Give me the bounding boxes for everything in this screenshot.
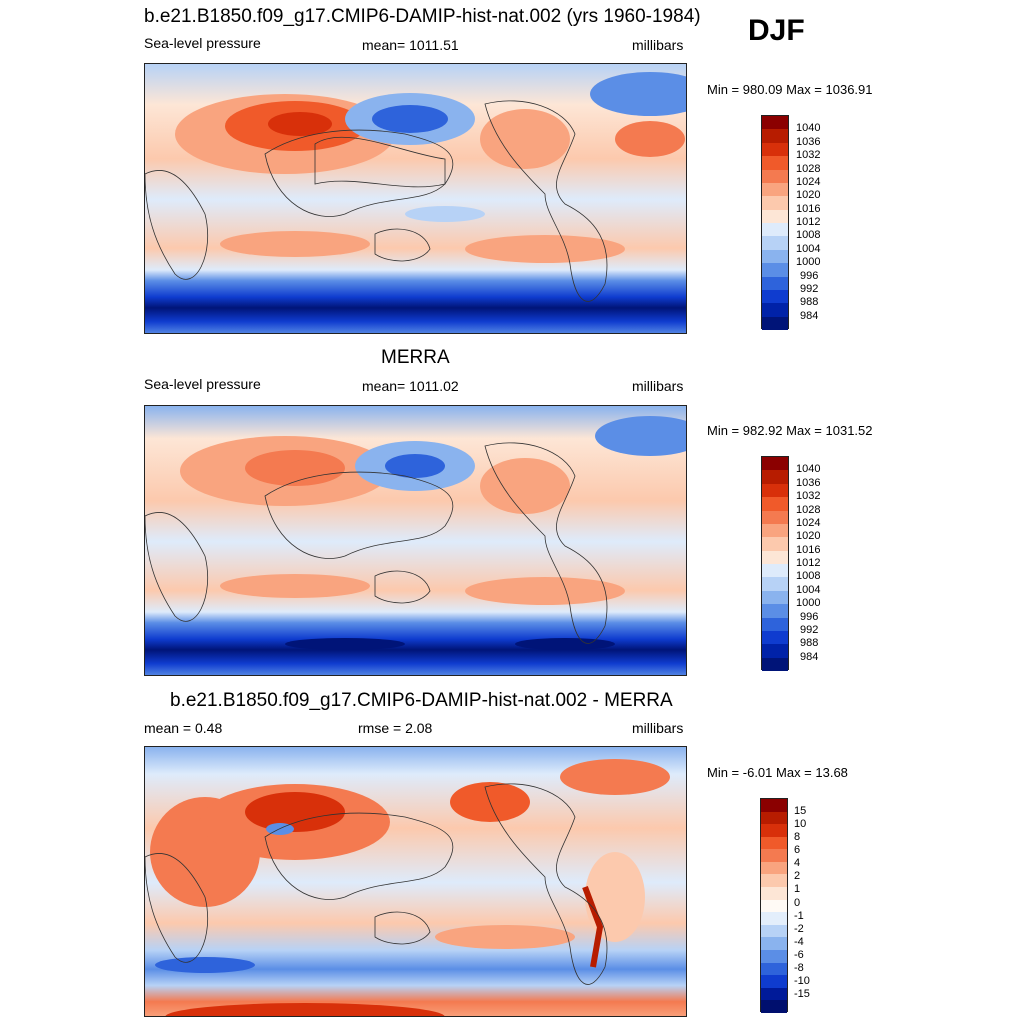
- panel-1-colorbar-tick: 992: [800, 283, 819, 295]
- panel-3-colorbar-tick: -1: [794, 910, 804, 922]
- panel-3-mean-label: mean = 0.48: [144, 720, 223, 736]
- panel-2-colorbar-tick: 1016: [796, 544, 821, 556]
- panel-2-colorbar: [761, 456, 789, 671]
- panel-3-colorbar-tick: 10: [794, 818, 807, 830]
- panel-1-colorbar-tick: 1028: [796, 163, 821, 175]
- panel-2-colorbar-tick: 1012: [796, 557, 821, 569]
- panel-3-colorbar: [760, 798, 788, 1013]
- panel-1-colorbar-tick: 1024: [796, 176, 821, 188]
- panel-2-colorbar-tick: 1000: [796, 597, 821, 609]
- panel-3-colorbar-tick: 2: [794, 870, 801, 882]
- panel-1-colorbar-tick: 1032: [796, 149, 821, 161]
- panel-3-colorbar-tick: 6: [794, 844, 801, 856]
- panel-2-colorbar-tick: 1040: [796, 463, 821, 475]
- panel-1-units-label: millibars: [632, 37, 684, 53]
- panel-3-colorbar-tick: -10: [794, 975, 810, 987]
- panel-1-colorbar-tick: 1020: [796, 189, 821, 201]
- panel-3-colorbar-tick: 0: [794, 897, 801, 909]
- panel-1-colorbar-tick: 984: [800, 310, 819, 322]
- panel-2-colorbar-tick: 1020: [796, 530, 821, 542]
- panel-3-colorbar-tick: 8: [794, 831, 801, 843]
- panel-1-colorbar-tick: 1036: [796, 136, 821, 148]
- panel-1-minmax: Min = 980.09 Max = 1036.91: [707, 82, 873, 97]
- panel-2-colorbar-tick: 984: [800, 651, 819, 663]
- panel-3-colorbar-tick: 1: [794, 883, 801, 895]
- panel-2-variable-label: Sea-level pressure: [144, 376, 261, 392]
- panel-3-colorbar-tick: -15: [794, 988, 810, 1000]
- panel-3-colorbar-tick: 4: [794, 857, 801, 869]
- panel-1-colorbar-tick: 996: [800, 270, 819, 282]
- panel-1-colorbar-tick: 1008: [796, 229, 821, 241]
- panel-1-map: [144, 63, 687, 334]
- panel-2-units-label: millibars: [632, 378, 684, 394]
- panel-3-colorbar-tick: -2: [794, 923, 804, 935]
- panel-1-colorbar-tick: 1000: [796, 256, 821, 268]
- panel-3-title: b.e21.B1850.f09_g17.CMIP6-DAMIP-hist-nat…: [170, 690, 673, 711]
- panel-3-map: [144, 746, 687, 1017]
- panel-2-colorbar-tick: 1004: [796, 584, 821, 596]
- panel-1-variable-label: Sea-level pressure: [144, 35, 261, 51]
- panel-1-colorbar-tick: 1004: [796, 243, 821, 255]
- panel-1-title: b.e21.B1850.f09_g17.CMIP6-DAMIP-hist-nat…: [144, 6, 701, 27]
- panel-2-map: [144, 405, 687, 676]
- panel-3-colorbar-tick: -6: [794, 949, 804, 961]
- panel-2-colorbar-tick: 988: [800, 637, 819, 649]
- panel-2-colorbar-tick: 1008: [796, 570, 821, 582]
- panel-1-colorbar: [761, 115, 789, 330]
- panel-1-colorbar-tick: 988: [800, 296, 819, 308]
- panel-3-colorbar-tick: -8: [794, 962, 804, 974]
- season-label: DJF: [748, 14, 805, 47]
- panel-3-rmse-label: rmse = 2.08: [358, 720, 433, 736]
- panel-1-colorbar-tick: 1012: [796, 216, 821, 228]
- panel-2-colorbar-tick: 1024: [796, 517, 821, 529]
- panel-2-mean-label: mean= 1011.02: [362, 378, 459, 394]
- panel-3-units-label: millibars: [632, 720, 684, 736]
- panel-3-colorbar-tick: -4: [794, 936, 804, 948]
- panel-2-colorbar-tick: 1028: [796, 504, 821, 516]
- panel-2-colorbar-tick: 992: [800, 624, 819, 636]
- panel-2-colorbar-tick: 1032: [796, 490, 821, 502]
- panel-1-mean-label: mean= 1011.51: [362, 37, 459, 53]
- panel-1-colorbar-tick: 1016: [796, 203, 821, 215]
- panel-2-colorbar-tick: 1036: [796, 477, 821, 489]
- panel-3-colorbar-tick: 15: [794, 805, 807, 817]
- panel-2-colorbar-tick: 996: [800, 611, 819, 623]
- panel-2-title: MERRA: [381, 347, 450, 368]
- panel-1-colorbar-tick: 1040: [796, 122, 821, 134]
- panel-3-minmax: Min = -6.01 Max = 13.68: [707, 765, 848, 780]
- panel-2-minmax: Min = 982.92 Max = 1031.52: [707, 423, 873, 438]
